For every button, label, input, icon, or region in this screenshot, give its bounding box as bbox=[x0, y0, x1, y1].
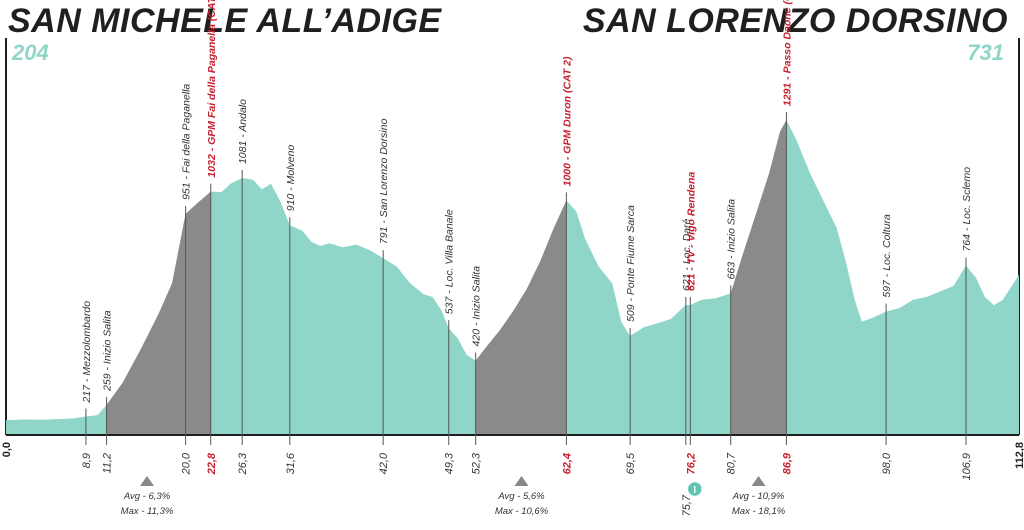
climb-segment-1 bbox=[106, 191, 211, 435]
km-tick-label: 76,2 bbox=[685, 453, 697, 474]
waypoint-label: 420 - Inizio Salita bbox=[471, 266, 483, 347]
waypoint-label: 791 - San Lorenzo Dorsino bbox=[378, 118, 390, 244]
climb-max-gradient: Max - 18,1% bbox=[732, 506, 786, 517]
km-tick-label: 42,0 bbox=[378, 452, 390, 474]
climb-max-gradient: Max - 10,6% bbox=[495, 506, 549, 517]
climb-max-gradient: Max - 11,3% bbox=[121, 506, 174, 517]
climb-segment-3 bbox=[730, 120, 787, 435]
axis-end-label: 112,8 bbox=[1014, 442, 1024, 469]
km-tick-label: 20,0 bbox=[181, 452, 193, 475]
climb-avg-gradient: Avg - 10,9% bbox=[732, 491, 785, 502]
axis-start-label: 0,0 bbox=[1, 442, 13, 457]
km-tick-label: 98,0 bbox=[881, 452, 893, 474]
waypoint-label: 1291 - Passo Daone (CAT 1) bbox=[781, 0, 793, 106]
intermediate-sprint-symbol: I bbox=[693, 485, 696, 496]
waypoint-label: 621 - Loc. Daré bbox=[681, 218, 693, 291]
climb-segment-2 bbox=[475, 200, 567, 435]
waypoint-label: 621 - TV - Vigo Rendena bbox=[685, 172, 697, 291]
km-tick-label: 31,6 bbox=[285, 452, 297, 474]
km-tick-label: 86,9 bbox=[781, 452, 793, 474]
waypoint-label: 1000 - GPM Duron (CAT 2) bbox=[561, 56, 573, 186]
intermediate-sprint-icon bbox=[686, 480, 704, 498]
waypoint-label: 910 - Molveno bbox=[285, 145, 297, 212]
finish-town-altitude: 731 bbox=[967, 40, 1004, 65]
km-tick-label: 75,7 bbox=[681, 494, 693, 516]
waypoint-label: 597 - Loc. Coltura bbox=[881, 214, 893, 298]
waypoint-label: 1032 - GPM Fai della Paganella (CAT 2) bbox=[206, 0, 218, 178]
km-tick-label: 52,3 bbox=[471, 452, 483, 474]
km-tick-label: 11,2 bbox=[102, 453, 114, 474]
km-tick-label: 62,4 bbox=[561, 453, 573, 474]
waypoint-label: 537 - Loc. Villa Banale bbox=[444, 209, 456, 314]
km-tick-label: 22,8 bbox=[206, 452, 218, 475]
km-tick-label: 80,7 bbox=[726, 452, 738, 474]
start-town-name: SAN MICHELE ALL’ADIGE bbox=[8, 2, 442, 40]
start-town-altitude: 204 bbox=[12, 40, 49, 65]
waypoint-label: 663 - Inizio Salita bbox=[726, 199, 738, 280]
km-tick-label: 49,3 bbox=[444, 452, 456, 474]
waypoint-label: 217 - Mezzolombardo bbox=[81, 301, 93, 404]
waypoint-label: 951 - Fai della Paganella bbox=[181, 84, 193, 200]
climb-triangle-icon bbox=[514, 476, 529, 486]
km-tick-label: 26,3 bbox=[237, 452, 249, 475]
waypoint-label: 764 - Loc. Sclemo bbox=[961, 167, 973, 252]
km-tick-label: 106,9 bbox=[961, 453, 973, 481]
climb-avg-gradient: Avg - 5,6% bbox=[497, 491, 545, 502]
climb-triangle-icon bbox=[751, 476, 766, 486]
waypoint-label: 509 - Ponte Fiume Sarca bbox=[625, 205, 637, 322]
waypoint-label: 259 - Inizio Salita bbox=[102, 310, 114, 392]
climb-triangle-icon bbox=[139, 476, 154, 486]
km-tick-label: 8,9 bbox=[81, 453, 93, 468]
climb-avg-gradient: Avg - 6,3% bbox=[123, 491, 171, 502]
finish-town-name: SAN LORENZO DORSINO bbox=[582, 2, 1008, 40]
waypoint-label: 1081 - Andalo bbox=[237, 99, 249, 164]
km-tick-label: 69,5 bbox=[625, 452, 637, 474]
